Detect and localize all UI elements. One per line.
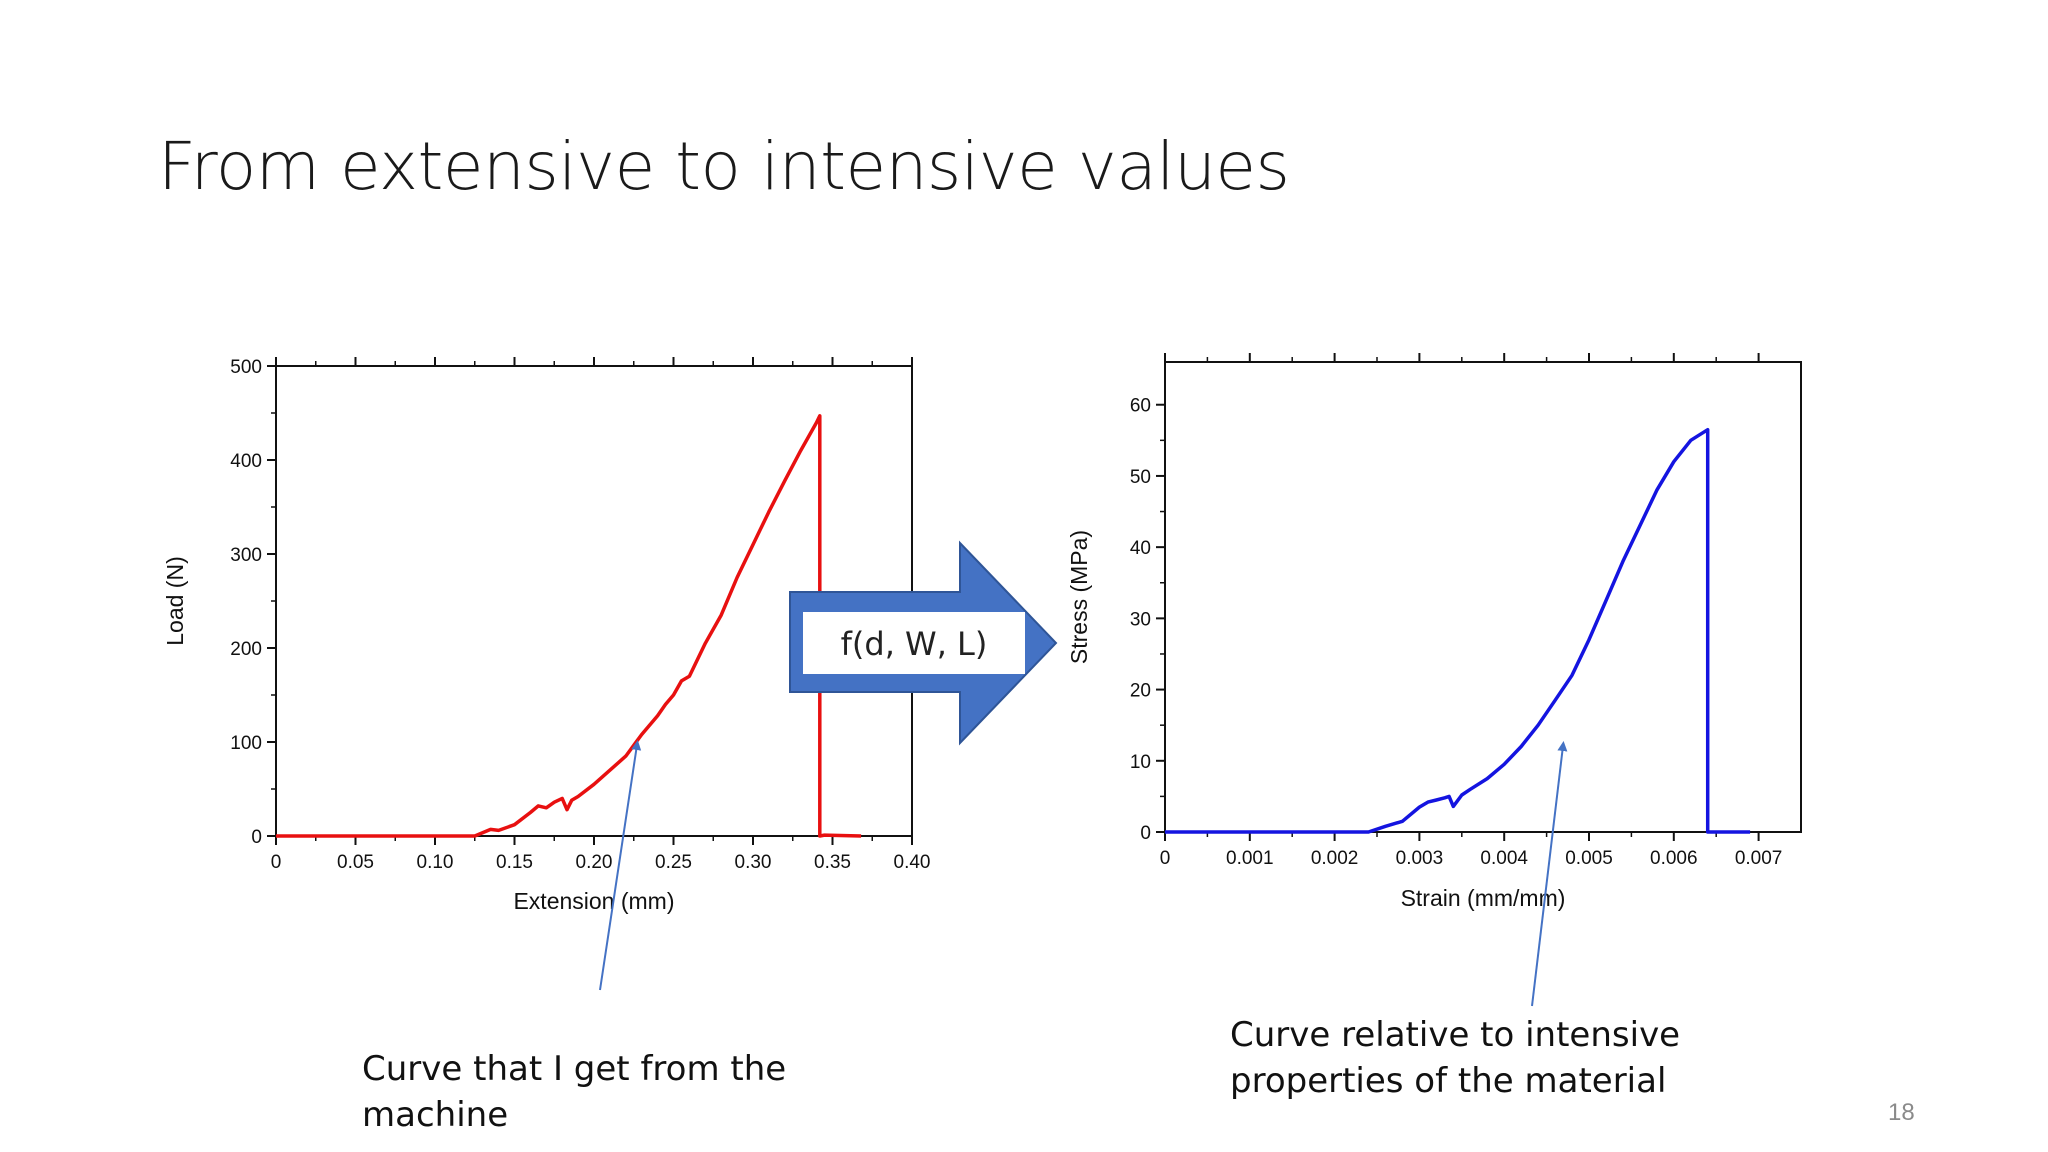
x-tick-label: 0.15 (496, 852, 533, 873)
x-tick-label: 0.002 (1311, 848, 1359, 869)
y-tick-label: 400 (230, 451, 262, 472)
x-tick-label: 0.003 (1396, 848, 1444, 869)
series-line (1165, 427, 1751, 834)
transform-label: f(d, W, L) (841, 625, 988, 663)
right-caption: Curve relative to intensive properties o… (1230, 1012, 1680, 1104)
plot-frame (1164, 361, 1802, 833)
y-tick-label: 10 (1130, 752, 1151, 773)
left-caption-line: Curve that I get from the (362, 1049, 787, 1089)
y-axis-label: Stress (MPa) (1066, 530, 1092, 664)
x-tick-label: 0.25 (655, 852, 692, 873)
x-tick-label: 0 (271, 852, 282, 873)
x-tick-label: 0.20 (576, 852, 613, 873)
y-tick-label: 60 (1130, 396, 1151, 417)
x-tick-label: 0.30 (735, 852, 772, 873)
y-tick-label: 20 (1130, 681, 1151, 702)
y-axis-label: Load (N) (162, 556, 188, 645)
x-tick-label: 0.40 (894, 852, 931, 873)
x-axis-label: Strain (mm/mm) (1401, 885, 1566, 911)
y-tick-label: 50 (1130, 467, 1151, 488)
x-tick-label: 0.05 (337, 852, 374, 873)
y-tick-label: 0 (1140, 823, 1151, 844)
y-tick-label: 0 (251, 827, 262, 848)
left-caption: Curve that I get from the machine (362, 1046, 786, 1138)
x-axis-label: Extension (mm) (513, 888, 674, 914)
x-tick-label: 0.007 (1735, 848, 1783, 869)
right-pointer-arrow (1531, 741, 1568, 1007)
x-tick-label: 0.005 (1565, 848, 1613, 869)
load-extension-chart: 0 0.05 0.10 0.15 0.20 0.25 0.30 0.35 0.40 0 100 200… (162, 357, 930, 914)
y-tick-label: 30 (1130, 609, 1151, 630)
y-tick-label: 300 (230, 545, 262, 566)
transform-label-box (803, 612, 1025, 674)
x-tick-label: 0.004 (1480, 848, 1528, 869)
x-tick-label: 0.001 (1226, 848, 1274, 869)
slide-title: From extensive to intensive values (158, 128, 1290, 205)
page-number: 18 (1888, 1099, 1915, 1126)
transform-arrow: f(d, W, L) (789, 540, 1058, 746)
x-tick-label: 0 (1160, 848, 1171, 869)
y-tick-label: 40 (1130, 538, 1151, 559)
series-line (276, 414, 862, 838)
left-caption-line: machine (362, 1095, 509, 1135)
y-tick-label: 100 (230, 733, 262, 754)
x-tick-label: 0.10 (417, 852, 454, 873)
left-pointer-arrow (599, 740, 642, 991)
x-tick-label: 0.35 (814, 852, 851, 873)
x-tick-label: 0.006 (1650, 848, 1698, 869)
right-caption-line: Curve relative to intensive (1230, 1015, 1681, 1055)
y-tick-label: 200 (230, 639, 262, 660)
y-tick-label: 500 (230, 357, 262, 378)
stress-strain-chart: 0 0.001 0.002 0.003 0.004 0.005 0.006 0.007 0 10 2… (1066, 353, 1802, 911)
right-caption-line: properties of the material (1230, 1061, 1667, 1101)
